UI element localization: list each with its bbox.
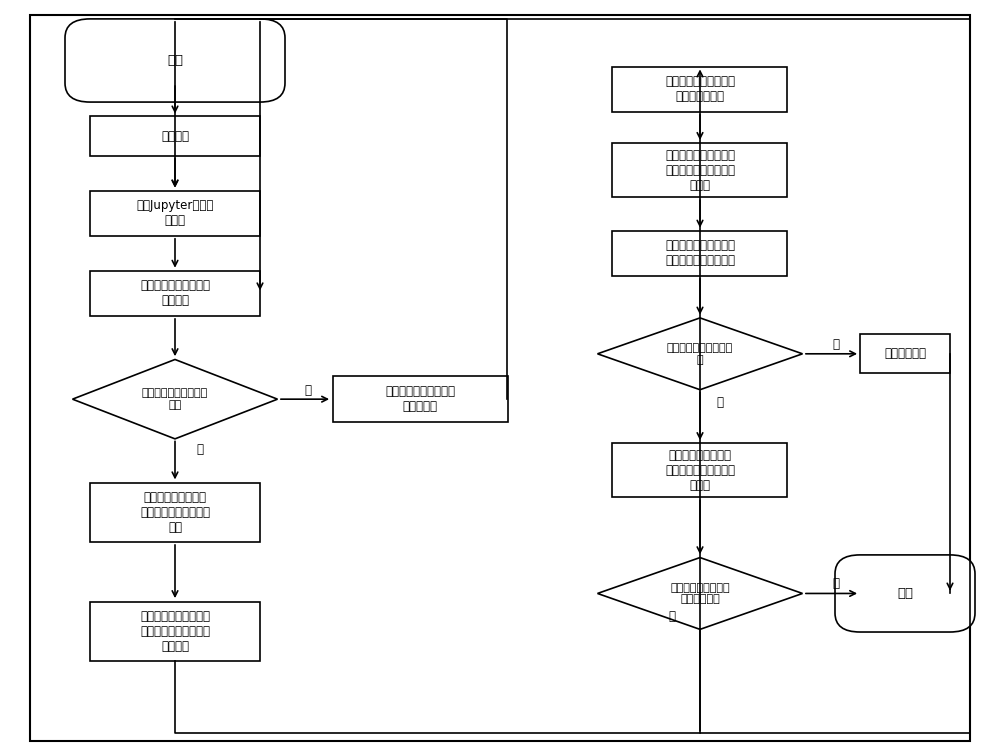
- Text: 是: 是: [196, 443, 204, 457]
- Text: 否: 否: [304, 383, 312, 397]
- Text: 将获取到的设备句柄赋
值为哈希表项值: 将获取到的设备句柄赋 值为哈希表项值: [665, 75, 735, 104]
- Bar: [612, 443, 787, 497]
- Bar: [612, 231, 787, 276]
- Text: 是: 是: [668, 609, 676, 623]
- Polygon shape: [72, 360, 277, 438]
- Text: 错误处理函数: 错误处理函数: [884, 347, 926, 361]
- Text: 参考设备号，查找设备
对应资源文件并进行初
始化设备: 参考设备号，查找设备 对应资源文件并进行初 始化设备: [140, 610, 210, 652]
- Bar: [612, 143, 787, 197]
- Text: 查找设备，保存设备
号，并检查设备号是否
有效: 查找设备，保存设备 号，并检查设备号是否 有效: [140, 491, 210, 534]
- Text: 检查找到的句柄是否有
效: 检查找到的句柄是否有 效: [667, 343, 733, 364]
- Text: 上层接口操作指定槽位
号微波源: 上层接口操作指定槽位 号微波源: [140, 279, 210, 308]
- Bar: [90, 602, 260, 661]
- Text: 否: 否: [832, 577, 840, 590]
- FancyBboxPatch shape: [65, 19, 285, 102]
- Text: 运行Jupyter上层应
用环境: 运行Jupyter上层应 用环境: [136, 199, 214, 228]
- FancyBboxPatch shape: [835, 555, 975, 632]
- Bar: [860, 334, 950, 373]
- Bar: [612, 67, 787, 112]
- Text: 是否修改槽位号进行
其余设备操作: 是否修改槽位号进行 其余设备操作: [670, 583, 730, 604]
- Polygon shape: [597, 558, 802, 629]
- Text: 检查槽位号是否在可控
范围: 检查槽位号是否在可控 范围: [142, 389, 208, 410]
- Text: 开始: 开始: [167, 54, 183, 67]
- Polygon shape: [597, 318, 802, 390]
- Text: 结束: 结束: [897, 587, 913, 600]
- Text: 是: 是: [716, 395, 724, 409]
- Text: 对指定微波源设备进行
操作，例如进行输出功
率设置: 对指定微波源设备进行 操作，例如进行输出功 率设置: [665, 149, 735, 191]
- Text: 否: 否: [832, 338, 840, 352]
- Text: 报错处理并提醒用户输
入正确参数: 报错处理并提醒用户输 入正确参数: [385, 385, 455, 414]
- Bar: [332, 376, 508, 422]
- Text: 根据板卡对应键值，从
哈希表中查找设备句柄: 根据板卡对应键值，从 哈希表中查找设备句柄: [665, 239, 735, 268]
- Bar: [90, 116, 260, 156]
- Text: 调用底层功率设置接
口，实现该槽位设备功
率输出: 调用底层功率设置接 口，实现该槽位设备功 率输出: [665, 449, 735, 491]
- Bar: [90, 191, 260, 236]
- Text: 设备上电: 设备上电: [161, 129, 189, 143]
- Bar: [90, 483, 260, 542]
- Bar: [90, 271, 260, 316]
